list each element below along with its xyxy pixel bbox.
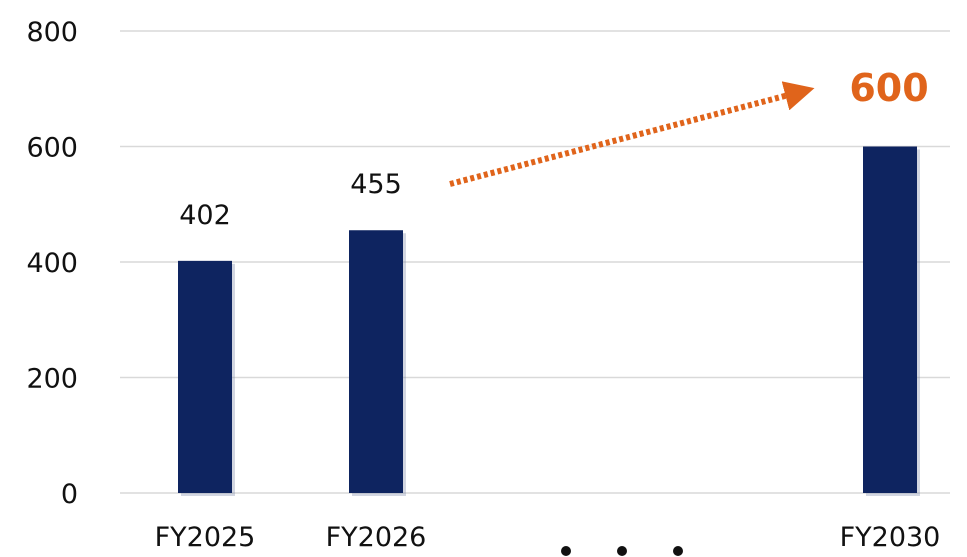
omission-dot [617,546,627,556]
y-tick-label: 800 [26,17,78,48]
bar-fy2030 [863,146,917,493]
y-tick-label: 200 [26,364,78,395]
value-labels: 402 455 600 [179,66,928,231]
value-label-target: 600 [849,66,928,110]
y-tick-label: 400 [26,248,78,279]
omission-dot [673,546,683,556]
x-axis-labels: FY2025 FY2026 FY2030 [155,522,941,553]
y-tick-label: 0 [61,479,78,510]
annotations [449,81,815,556]
x-category-label: FY2025 [155,522,256,553]
omission-dot [561,546,571,556]
y-axis-ticks: 0 200 400 600 800 [26,17,78,510]
value-label: 455 [350,169,402,200]
x-category-label: FY2030 [840,522,941,553]
x-category-label: FY2026 [326,522,427,553]
y-tick-label: 600 [26,133,78,164]
gridlines [120,30,950,494]
bar-fy2025 [178,260,232,493]
bar-fy2026 [349,230,403,494]
bars [178,146,920,497]
value-label: 402 [179,200,231,231]
trend-arrow [449,81,815,187]
